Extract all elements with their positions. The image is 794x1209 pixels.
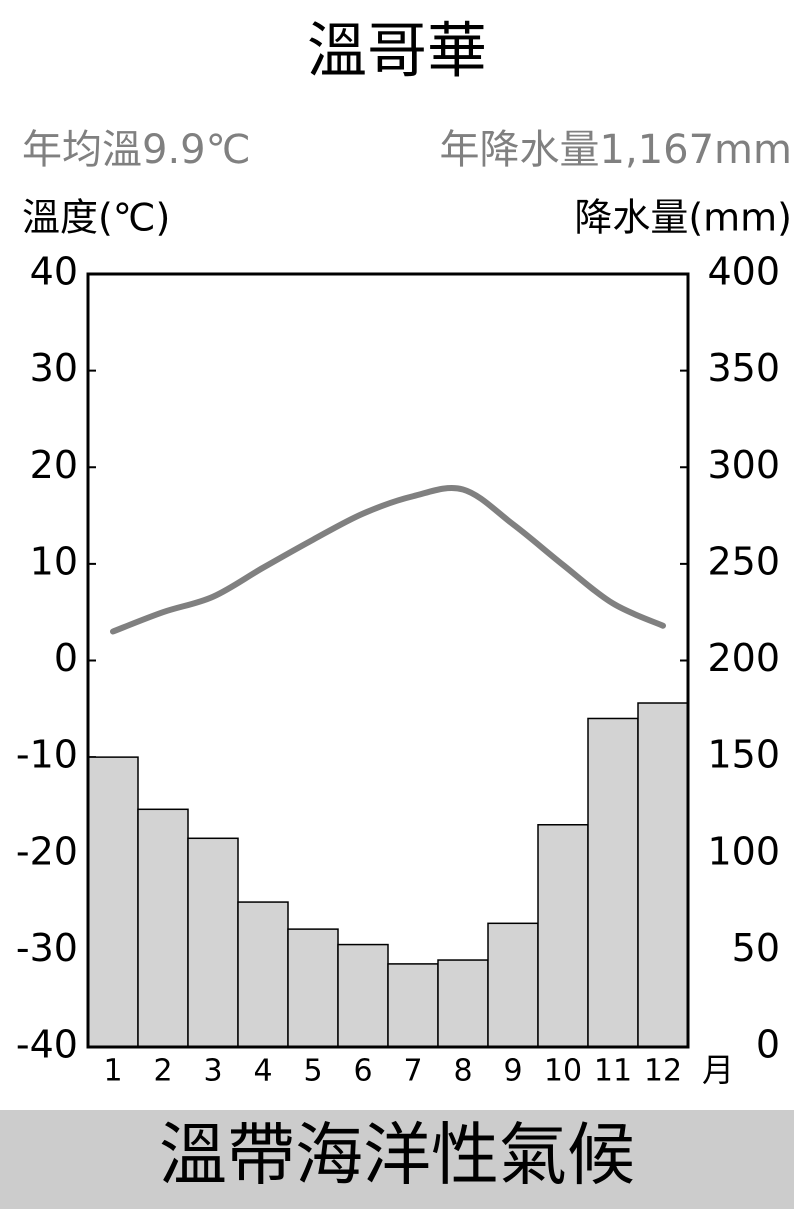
y-tick-label: 20 <box>30 443 78 487</box>
bar <box>637 702 689 1048</box>
y2-tick-label: 300 <box>707 443 780 487</box>
annotation: 年均溫9.9℃ <box>22 127 251 173</box>
y-tick-label: 10 <box>30 539 78 583</box>
y-tick-label: -30 <box>16 926 78 970</box>
footer: 溫帶海洋性氣候 <box>159 1117 635 1196</box>
x-tick-label: 10 <box>544 1054 582 1089</box>
bar <box>237 901 289 1048</box>
bar <box>487 922 539 1048</box>
annotation: 年降水量1,167mm <box>440 127 792 173</box>
y-tick-label: 30 <box>30 346 78 390</box>
x-tick-label: 11 <box>594 1054 632 1089</box>
y2-tick-label: 150 <box>707 733 780 777</box>
y2-tick-label: 250 <box>707 539 780 583</box>
y-tick-label: 40 <box>30 250 78 294</box>
y2-tick-label: 400 <box>707 250 780 294</box>
x-tick-label: 8 <box>453 1054 472 1089</box>
footer-band <box>0 1110 794 1209</box>
bar <box>587 717 639 1048</box>
x-tick-label: 2 <box>153 1054 172 1089</box>
bar <box>437 959 489 1048</box>
bar <box>337 943 389 1048</box>
x-tick-label: 7 <box>403 1054 422 1089</box>
y2-tick-label: 350 <box>707 346 780 390</box>
x-tick-label: 4 <box>253 1054 272 1089</box>
bar <box>287 928 339 1048</box>
x-tick-label: 12 <box>644 1054 682 1089</box>
bar <box>137 808 189 1048</box>
y-tick-label: 0 <box>54 636 78 680</box>
x-tick-label: 6 <box>353 1054 372 1089</box>
y2-tick-label: 50 <box>732 926 780 970</box>
x-axis-label: 月 <box>702 1051 734 1089</box>
y2-tick-label: 100 <box>707 829 780 873</box>
bar <box>537 824 589 1048</box>
bar <box>387 963 439 1048</box>
y-tick-label: -40 <box>16 1023 78 1067</box>
y-tick-label: -20 <box>16 829 78 873</box>
bar <box>187 837 239 1048</box>
temperature-line <box>110 484 666 635</box>
y2-tick-label: 200 <box>707 636 780 680</box>
y2-axis-label: 降水量(mm) <box>574 196 792 240</box>
x-tick-label: 5 <box>303 1054 322 1089</box>
x-tick-label: 1 <box>103 1054 122 1089</box>
x-tick-label: 9 <box>503 1054 522 1089</box>
y-tick-label: -10 <box>16 733 78 777</box>
x-tick-label: 3 <box>203 1054 222 1089</box>
y2-tick-label: 0 <box>756 1023 780 1067</box>
bar <box>87 756 139 1048</box>
chart-title: 溫哥華 <box>307 17 487 87</box>
plot-frame <box>86 272 690 1049</box>
y-axis-label: 溫度(℃) <box>22 196 170 240</box>
